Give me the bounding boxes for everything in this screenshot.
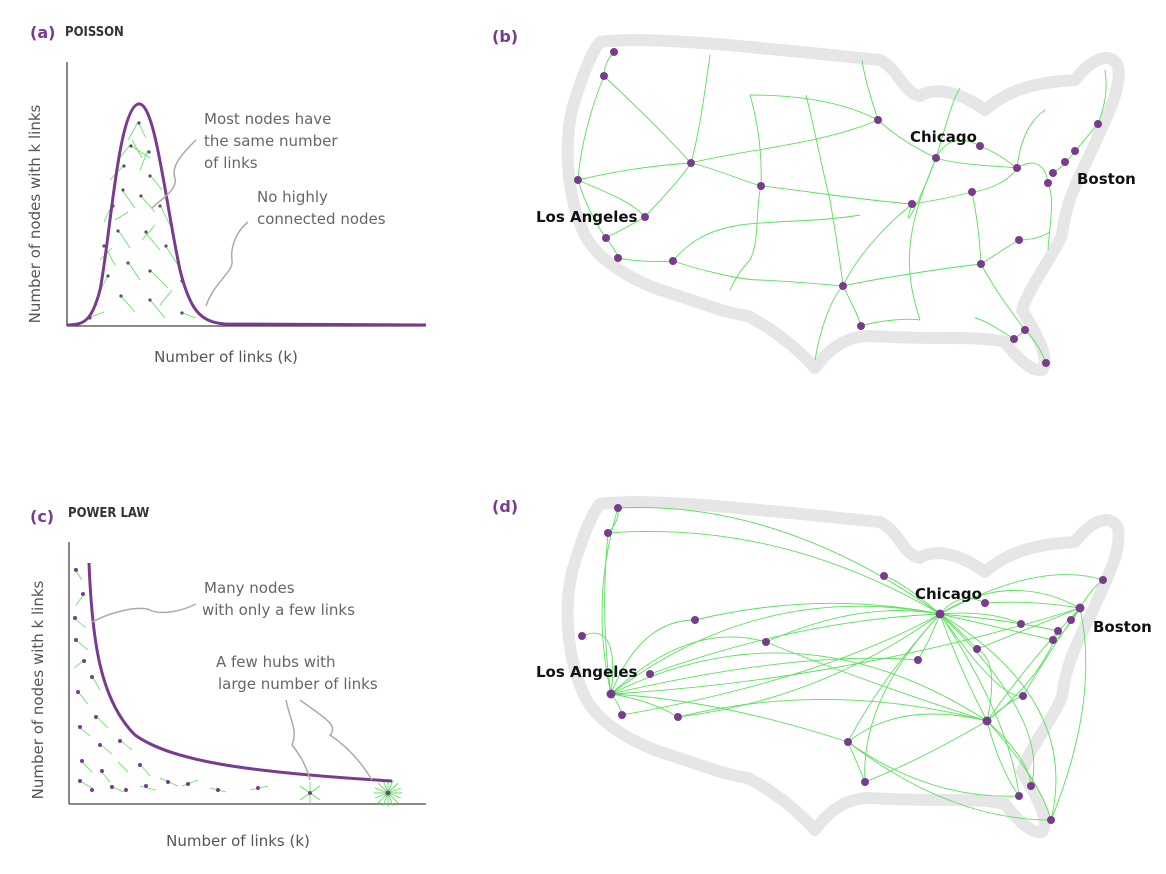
panel-a-letter: (a)	[30, 23, 55, 42]
panel-d-letter: (d)	[492, 497, 518, 516]
panel-b-links	[577, 51, 1107, 364]
panel-c-title: POWER LAW	[68, 506, 149, 521]
panel-c-x-label: Number of links (k)	[166, 832, 310, 850]
panel-d-label-los-angeles: Los Angeles	[536, 663, 638, 681]
panel-c-mini-nodes	[73, 568, 391, 796]
panel-c-annotation-many-nodes: Many nodes with only a few links	[202, 579, 355, 619]
panel-b-label-boston: Boston	[1077, 170, 1136, 188]
panel-b: (b)	[492, 27, 1136, 370]
panel-d-label-boston: Boston	[1093, 618, 1152, 636]
panel-a-pointer-2	[205, 221, 249, 307]
panel-a-title: POISSON	[65, 25, 124, 40]
panel-d-nodes	[578, 504, 1107, 824]
panel-a-x-label: Number of links (k)	[154, 348, 298, 366]
panel-c-pointer-3	[299, 699, 373, 781]
panel-a-annotation-most-nodes: Most nodes have the same number of links	[204, 110, 342, 172]
panel-a: (a) POISSON	[26, 23, 427, 366]
panel-d: (d)	[492, 497, 1152, 832]
panel-c-annotation-few-hubs: A few hubs with large number of links	[216, 653, 378, 693]
panel-c-pointer-2	[285, 699, 311, 781]
panel-b-label-los-angeles: Los Angeles	[536, 208, 638, 226]
panel-d-links	[581, 507, 1104, 821]
panel-b-label-chicago: Chicago	[910, 128, 977, 146]
panel-c-pointer-1	[91, 603, 197, 623]
panel-a-mini-network	[87, 121, 197, 319]
panel-d-label-chicago: Chicago	[915, 585, 982, 603]
power-law-curve	[87, 562, 393, 783]
panel-b-nodes	[574, 48, 1102, 367]
panel-b-us-outline	[568, 40, 1119, 370]
panel-c-letter: (c)	[30, 507, 54, 526]
panel-c: (c) POWER LAW	[29, 506, 426, 850]
panel-a-annotation-no-hubs: No highly connected nodes	[257, 188, 386, 228]
panel-b-letter: (b)	[492, 27, 518, 46]
panel-a-y-label: Number of nodes with k links	[26, 104, 44, 323]
poisson-curve	[66, 102, 427, 327]
panel-a-pointer-1	[151, 139, 197, 209]
panel-c-y-label: Number of nodes with k links	[29, 580, 47, 799]
